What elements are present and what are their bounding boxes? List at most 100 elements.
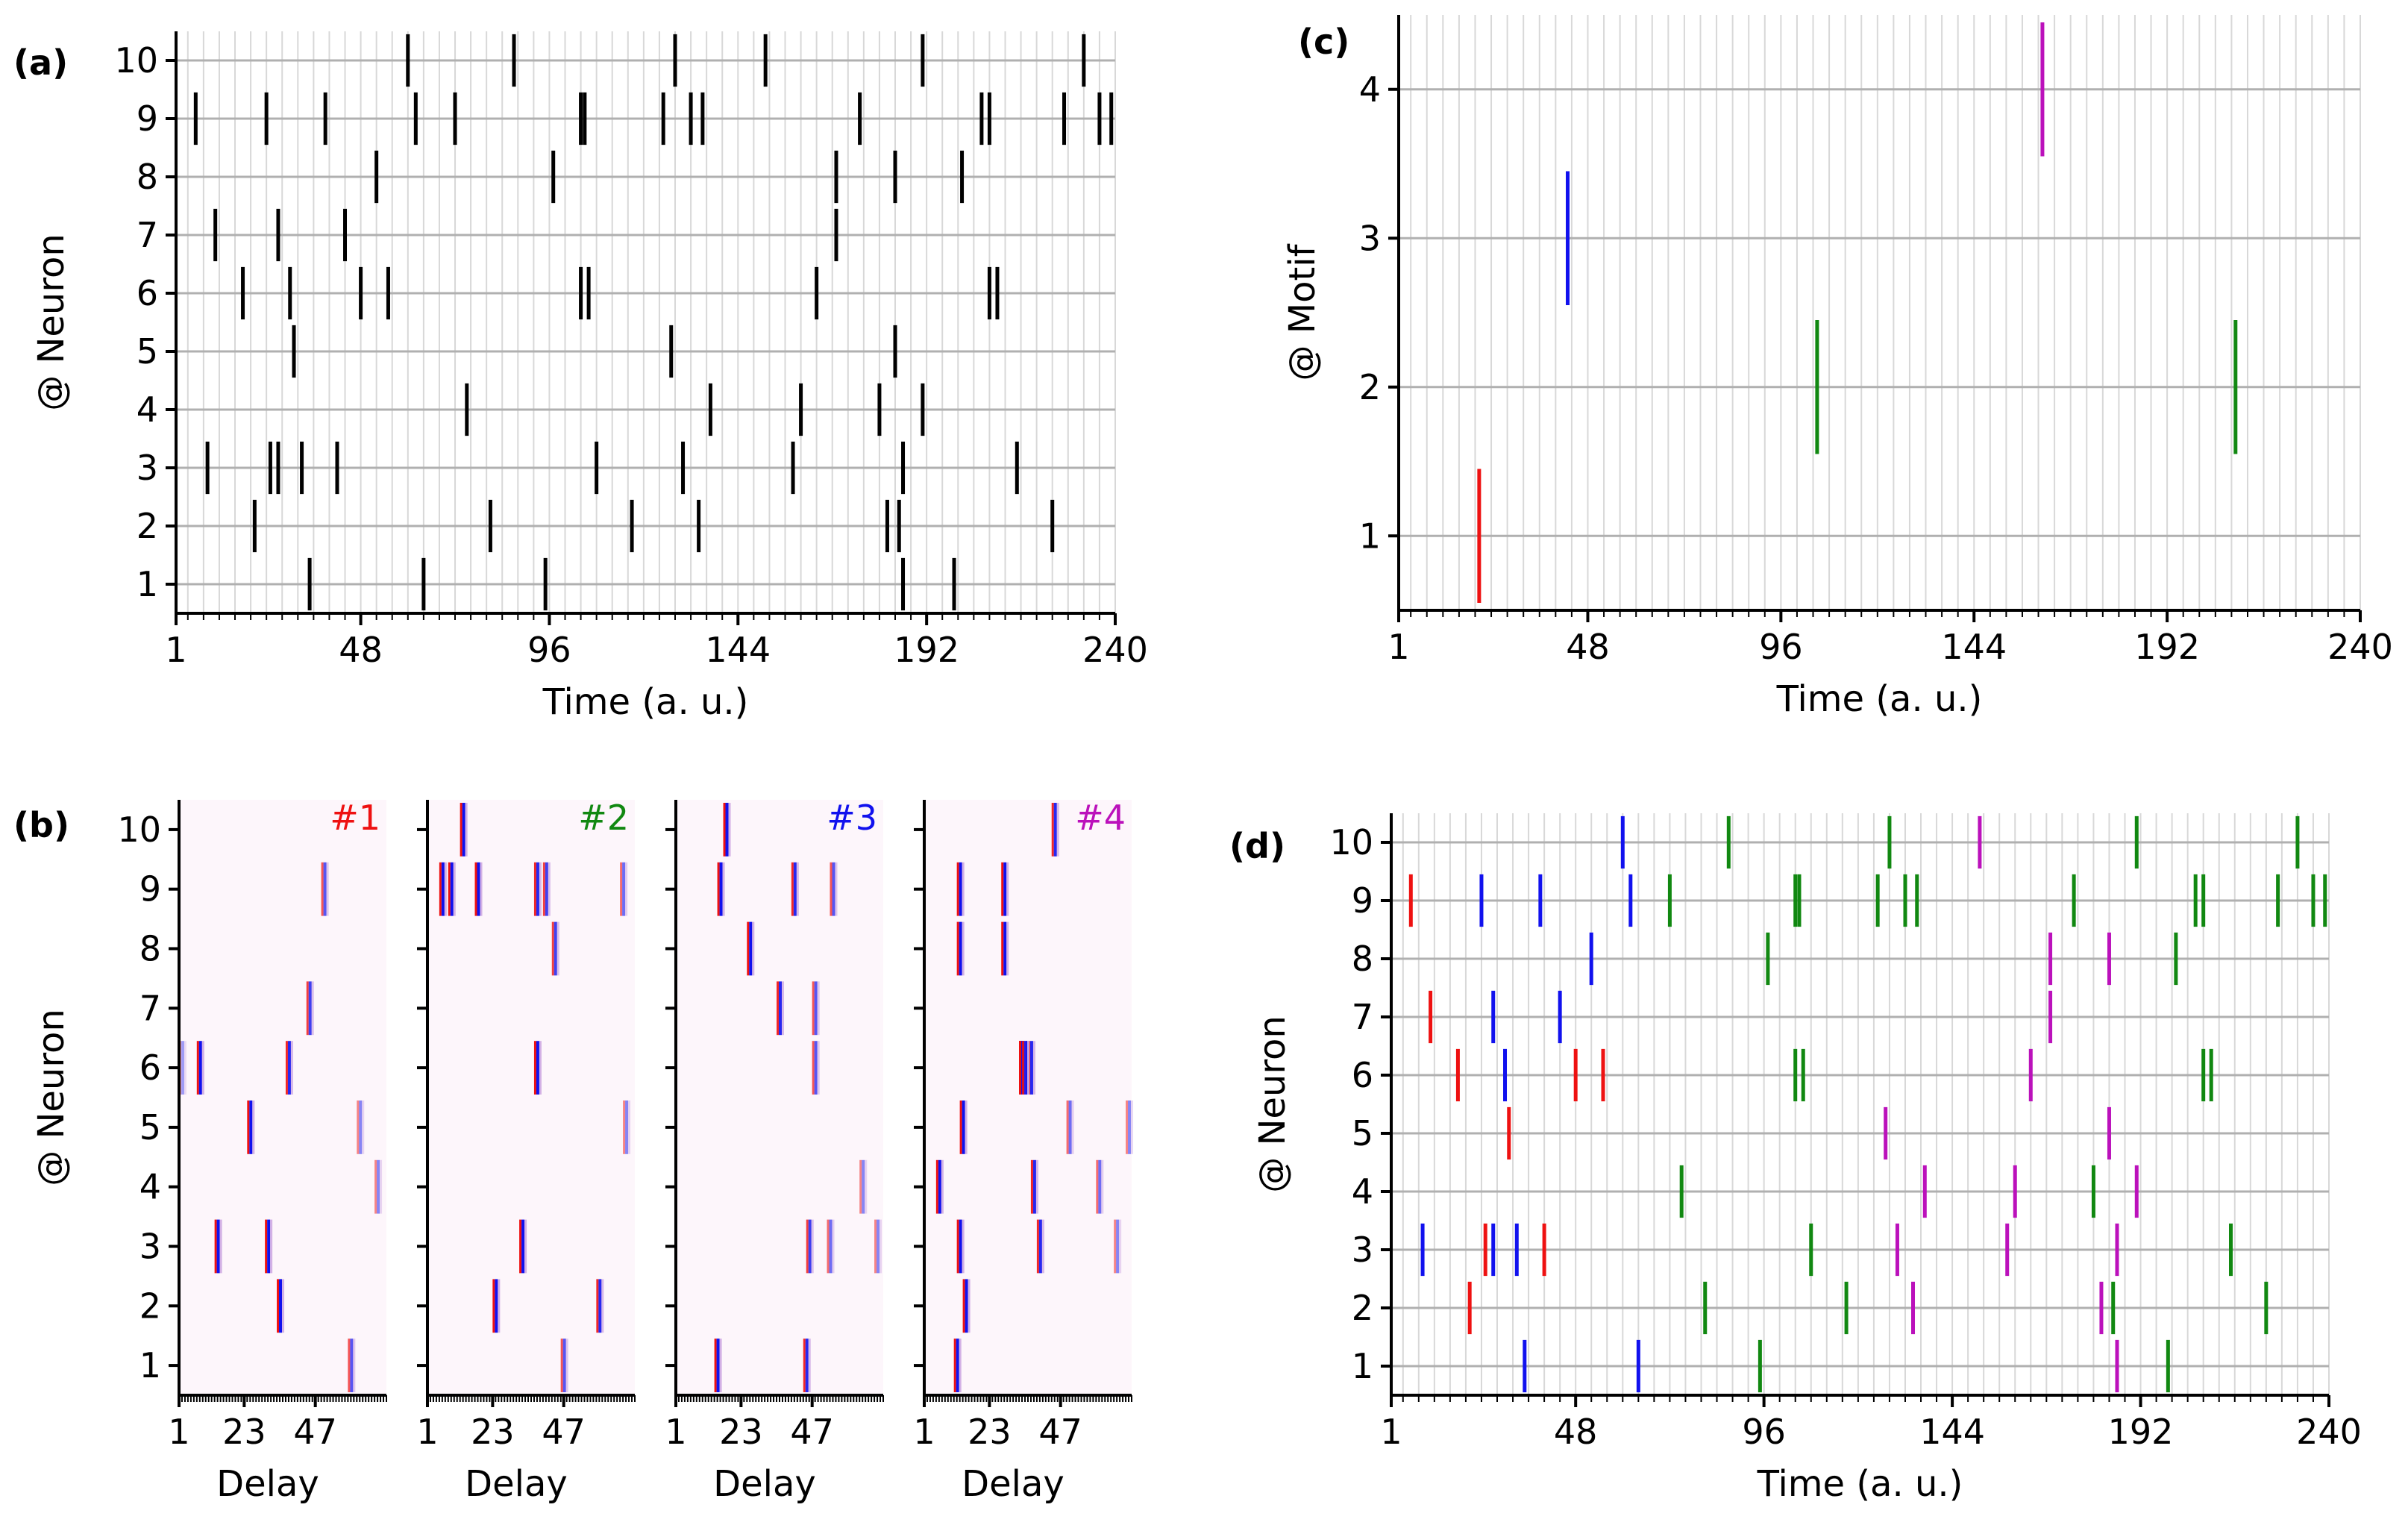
motif-heatmap-3: 1 23 47 #3 Delay — [665, 798, 884, 1505]
panel-label: (b) — [13, 805, 69, 845]
delay-mark-red — [1019, 1041, 1022, 1095]
y-tick-label: 4 — [139, 1167, 161, 1207]
delay-mark-halo — [835, 862, 838, 916]
delay-mark-blue — [377, 1159, 380, 1214]
x-tick-label: 192 — [894, 630, 959, 670]
delay-mark-red — [714, 1339, 717, 1392]
delay-mark-blue — [959, 921, 962, 976]
delay-mark-halo — [465, 803, 468, 857]
x-tick-label: 96 — [527, 630, 571, 670]
delay-mark-blue — [829, 1219, 833, 1274]
delay-mark-red — [956, 862, 959, 916]
delay-mark-blue — [545, 862, 548, 916]
x-tick-label: 96 — [1742, 1412, 1786, 1452]
delay-mark-halo — [282, 1279, 285, 1333]
delay-mark-halo — [1006, 862, 1009, 916]
delay-mark-blue — [562, 1339, 566, 1392]
x-axis-title: Time (a. u.) — [1757, 1463, 1963, 1505]
delay-mark-blue — [749, 921, 753, 976]
delay-mark-blue — [308, 981, 312, 1036]
delay-mark-halo — [353, 1339, 356, 1392]
delay-mark-red — [1114, 1219, 1117, 1274]
x-tick-label: 47 — [790, 1412, 834, 1452]
delay-mark-red — [1030, 1159, 1033, 1214]
delay-mark-blue — [725, 803, 729, 857]
delay-mark-blue — [808, 1219, 812, 1274]
delay-mark-halo — [1032, 1041, 1035, 1095]
delay-mark-blue — [625, 1100, 629, 1154]
delay-mark-blue — [716, 1339, 720, 1392]
y-tick-label: 6 — [137, 273, 158, 313]
delay-mark-red — [533, 862, 536, 916]
y-tick-label: 3 — [137, 448, 158, 488]
y-tick-label: 8 — [1352, 939, 1373, 979]
x-tick-label: 47 — [1038, 1412, 1082, 1452]
delay-mark-red — [812, 981, 815, 1036]
delay-mark-halo — [444, 862, 447, 916]
delay-mark-red — [623, 1100, 626, 1154]
delay-mark-red — [956, 921, 959, 976]
delay-mark-halo — [796, 862, 799, 916]
delay-mark-blue — [1068, 1100, 1072, 1154]
delay-mark-red — [247, 1100, 250, 1154]
delay-mark-halo — [290, 1041, 293, 1095]
y-tick-label: 3 — [1352, 1230, 1373, 1270]
delay-mark-halo — [556, 921, 559, 976]
x-tick-label: 96 — [1759, 627, 1803, 667]
delay-mark-halo — [539, 862, 542, 916]
y-tick-label: 1 — [139, 1345, 161, 1386]
delay-mark-halo — [811, 1219, 814, 1274]
delay-mark-red — [265, 1219, 268, 1274]
delay-mark-blue — [1038, 1219, 1042, 1274]
y-tick-label: 9 — [1352, 880, 1373, 921]
delay-mark-halo — [1027, 1041, 1030, 1095]
delay-mark-red — [551, 921, 554, 976]
delay-mark-red — [747, 921, 750, 976]
delay-mark-red — [306, 981, 309, 1036]
y-tick-label: 3 — [139, 1227, 161, 1267]
x-axis-title: Delay — [216, 1463, 319, 1505]
motif-label: #1 — [330, 798, 380, 838]
x-tick-label: 23 — [471, 1412, 515, 1452]
delay-mark-blue — [462, 803, 465, 857]
delay-mark-blue — [267, 1219, 271, 1274]
delay-mark-red — [723, 803, 726, 857]
delay-mark-halo — [270, 1219, 273, 1274]
delay-mark-blue — [287, 1041, 291, 1095]
delay-mark-red — [321, 862, 324, 916]
x-tick-label: 192 — [2108, 1412, 2174, 1452]
delay-mark-red — [806, 1219, 809, 1274]
delay-mark-red — [1126, 1100, 1129, 1154]
delay-mark-red — [196, 1041, 199, 1095]
delay-mark-blue — [450, 862, 454, 916]
delay-mark-halo — [1006, 921, 1009, 976]
heatmap-background — [924, 800, 1132, 1395]
delay-mark-blue — [495, 1279, 498, 1333]
delay-mark-red — [542, 862, 545, 916]
delay-mark-blue — [1029, 1041, 1033, 1095]
motif-label: #2 — [578, 798, 629, 838]
delay-mark-halo — [252, 1100, 255, 1154]
delay-mark-blue — [719, 862, 723, 916]
x-tick-label: 144 — [1919, 1412, 1985, 1452]
y-tick-label: 3 — [1359, 218, 1381, 258]
delay-mark-blue — [938, 1159, 941, 1214]
delay-mark-red — [935, 1159, 938, 1214]
y-tick-label: 1 — [1352, 1346, 1373, 1386]
delay-mark-red — [859, 1159, 862, 1214]
delay-mark-halo — [808, 1339, 811, 1392]
x-tick-label: 240 — [1082, 630, 1148, 670]
delay-mark-blue — [1003, 921, 1007, 976]
delay-mark-red — [1066, 1100, 1069, 1154]
delay-mark-blue — [350, 1339, 354, 1392]
y-axis-title: @ Motif — [1282, 243, 1323, 381]
delay-mark-halo — [201, 1041, 204, 1095]
delay-mark-red — [1022, 1041, 1025, 1095]
delay-mark-blue — [521, 1219, 525, 1274]
y-tick-label: 10 — [114, 40, 158, 81]
x-tick-label: 1 — [1380, 1412, 1402, 1452]
x-tick-label: 1 — [913, 1412, 935, 1452]
y-tick-label: 1 — [137, 564, 158, 604]
delay-mark-red — [1051, 803, 1054, 857]
